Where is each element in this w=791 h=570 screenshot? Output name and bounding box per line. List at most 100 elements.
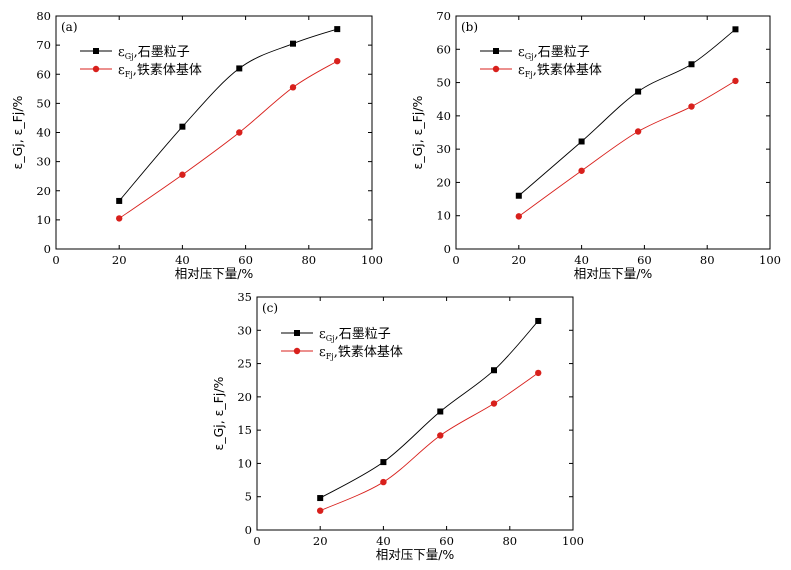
data-point-circle bbox=[732, 77, 739, 85]
data-point-circle bbox=[289, 84, 297, 91]
y-tick-label: 15 bbox=[237, 423, 252, 437]
y-tick-label: 70 bbox=[36, 38, 51, 52]
x-tick-label: 40 bbox=[376, 534, 391, 548]
x-tick-label: 20 bbox=[511, 253, 526, 267]
data-point-circle bbox=[236, 129, 243, 136]
x-tick-label: 40 bbox=[175, 253, 190, 267]
data-point-square bbox=[334, 26, 341, 33]
y-tick-label: 35 bbox=[237, 290, 252, 304]
plot-frame bbox=[256, 296, 574, 531]
y-tick-label: 40 bbox=[436, 109, 451, 123]
legend-marker-square bbox=[294, 330, 300, 336]
y-tick-label: 60 bbox=[436, 42, 451, 56]
legend-label: εGj,石墨粒子 bbox=[118, 45, 190, 61]
legend-marker-circle bbox=[293, 347, 301, 355]
data-point-circle bbox=[578, 167, 585, 174]
data-point-circle bbox=[179, 171, 186, 178]
y-tick-label: 10 bbox=[237, 456, 252, 470]
series-graphite bbox=[515, 26, 739, 199]
data-point-circle bbox=[535, 369, 542, 377]
legend-marker-circle bbox=[92, 65, 100, 73]
y-tick-label: 50 bbox=[36, 96, 51, 110]
x-tick-label: 80 bbox=[502, 534, 517, 548]
data-point-circle bbox=[116, 215, 123, 222]
y-tick-label: 5 bbox=[245, 490, 252, 504]
data-point-square bbox=[290, 40, 296, 47]
x-tick-label: 60 bbox=[637, 253, 652, 267]
x-axis-label: 相对压下量/% bbox=[376, 547, 455, 562]
y-axis-label: ε_Gj, ε_Fj/% bbox=[410, 95, 425, 169]
y-tick-label: 0 bbox=[245, 523, 252, 537]
y-tick-label: 10 bbox=[436, 209, 451, 223]
legend-label: εFj,铁素体基体 bbox=[518, 63, 602, 79]
data-point-square bbox=[635, 88, 642, 95]
y-tick-label: 0 bbox=[44, 242, 51, 256]
legend-marker-square bbox=[93, 48, 99, 54]
data-point-circle bbox=[634, 128, 642, 135]
y-tick-label: 20 bbox=[36, 184, 51, 198]
x-tick-label: 100 bbox=[759, 253, 781, 267]
x-tick-label: 0 bbox=[452, 253, 459, 267]
panel-label: (a) bbox=[61, 20, 78, 34]
x-tick-label: 80 bbox=[700, 253, 715, 267]
y-tick-label: 20 bbox=[436, 175, 451, 189]
data-point-square bbox=[515, 192, 522, 199]
data-point-circle bbox=[317, 507, 324, 514]
series-graphite bbox=[116, 26, 341, 204]
series-line bbox=[118, 28, 338, 202]
data-point-circle bbox=[515, 213, 522, 220]
data-point-square bbox=[491, 367, 497, 374]
data-point-circle bbox=[334, 57, 341, 65]
y-tick-label: 40 bbox=[36, 126, 51, 140]
panel-label: (b) bbox=[461, 20, 478, 34]
series-ferrite bbox=[317, 369, 542, 514]
x-tick-label: 0 bbox=[253, 534, 260, 548]
legend-label: εGj,石墨粒子 bbox=[518, 45, 590, 61]
x-tick-label: 60 bbox=[439, 534, 454, 548]
x-tick-label: 20 bbox=[313, 534, 328, 548]
data-point-square bbox=[732, 26, 739, 33]
data-point-circle bbox=[380, 478, 387, 486]
y-tick-label: 30 bbox=[436, 142, 451, 156]
x-tick-label: 80 bbox=[301, 253, 316, 267]
y-tick-label: 60 bbox=[36, 67, 51, 81]
data-point-square bbox=[688, 61, 695, 68]
x-tick-label: 60 bbox=[238, 253, 253, 267]
data-point-circle bbox=[437, 432, 444, 439]
y-tick-label: 80 bbox=[36, 9, 51, 23]
plot-frame bbox=[455, 15, 771, 250]
x-tick-label: 0 bbox=[52, 253, 59, 267]
series-line bbox=[518, 80, 736, 217]
data-point-square bbox=[179, 123, 186, 130]
y-axis-label: ε_Gj, ε_Fj/% bbox=[211, 376, 226, 450]
y-axis-label: ε_Gj, ε_Fj/% bbox=[10, 95, 25, 169]
data-point-square bbox=[437, 408, 444, 415]
series-graphite bbox=[317, 317, 542, 502]
data-point-square bbox=[578, 138, 585, 145]
data-point-square bbox=[380, 459, 387, 466]
y-tick-label: 10 bbox=[36, 213, 51, 227]
legend-marker-circle bbox=[492, 65, 500, 73]
x-tick-label: 40 bbox=[574, 253, 589, 267]
series-ferrite bbox=[116, 57, 341, 222]
legend-marker-square bbox=[493, 48, 499, 54]
data-point-circle bbox=[688, 103, 695, 110]
series-ferrite bbox=[515, 77, 739, 220]
panel-label: (c) bbox=[262, 301, 278, 315]
y-tick-label: 25 bbox=[237, 357, 252, 371]
chart-panel-c: 0 20 40 60 80 100 0 5 10 15 20 25 30 35 (c) 相对压下量/% ε_Gj… bbox=[211, 290, 584, 562]
legend-label: εFj,铁素体基体 bbox=[118, 63, 202, 79]
data-point-circle bbox=[490, 400, 498, 407]
data-point-square bbox=[535, 317, 542, 324]
y-tick-label: 50 bbox=[436, 76, 451, 90]
x-tick-label: 100 bbox=[361, 253, 383, 267]
y-tick-label: 30 bbox=[237, 323, 252, 337]
y-tick-label: 70 bbox=[436, 9, 451, 23]
data-point-square bbox=[236, 65, 243, 72]
series-line bbox=[118, 60, 338, 219]
data-point-square bbox=[317, 495, 324, 502]
y-tick-label: 30 bbox=[36, 155, 51, 169]
y-tick-label: 0 bbox=[444, 242, 451, 256]
chart-panel-a: 0 20 40 60 80 100 0 10 20 30 40 50 60 70 80 (a) 相对压下量/% ε… bbox=[10, 9, 383, 281]
